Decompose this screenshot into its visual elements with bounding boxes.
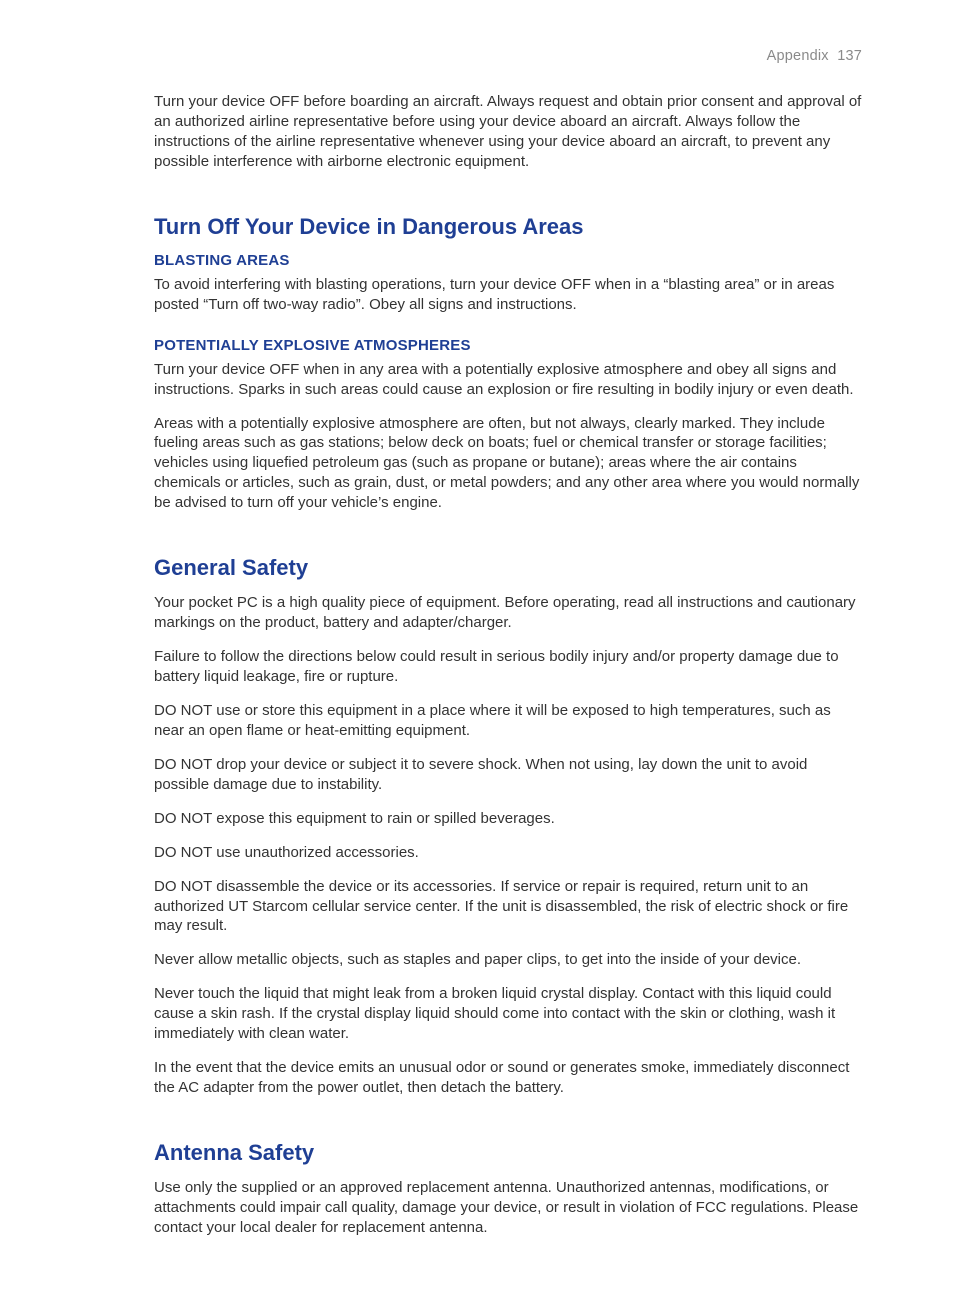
page-number: 137: [837, 48, 862, 64]
section-heading-antenna-safety: Antenna Safety: [154, 1140, 862, 1166]
general-p1: Your pocket PC is a high quality piece o…: [154, 593, 862, 633]
appendix-label: Appendix: [767, 48, 829, 64]
general-p3: DO NOT use or store this equipment in a …: [154, 701, 862, 741]
general-p6: DO NOT use unauthorized accessories.: [154, 843, 862, 863]
sub-heading-explosive-atmospheres: POTENTIALLY EXPLOSIVE ATMOSPHERES: [154, 337, 862, 354]
general-p8: Never allow metallic objects, such as st…: [154, 950, 862, 970]
general-p7: DO NOT disassemble the device or its acc…: [154, 877, 862, 937]
section-heading-general-safety: General Safety: [154, 555, 862, 581]
antenna-p1: Use only the supplied or an approved rep…: [154, 1178, 862, 1238]
document-page: Appendix 137 Turn your device OFF before…: [0, 0, 954, 1312]
intro-paragraph: Turn your device OFF before boarding an …: [154, 92, 862, 172]
explosive-p2: Areas with a potentially explosive atmos…: [154, 414, 862, 514]
general-p2: Failure to follow the directions below c…: [154, 647, 862, 687]
general-p9: Never touch the liquid that might leak f…: [154, 984, 862, 1044]
sub-heading-blasting-areas: BLASTING AREAS: [154, 252, 862, 269]
general-p4: DO NOT drop your device or subject it to…: [154, 755, 862, 795]
explosive-p1: Turn your device OFF when in any area wi…: [154, 360, 862, 400]
page-header: Appendix 137: [154, 48, 862, 64]
blasting-p1: To avoid interfering with blasting opera…: [154, 275, 862, 315]
general-p5: DO NOT expose this equipment to rain or …: [154, 809, 862, 829]
general-p10: In the event that the device emits an un…: [154, 1058, 862, 1098]
section-heading-dangerous-areas: Turn Off Your Device in Dangerous Areas: [154, 214, 862, 240]
